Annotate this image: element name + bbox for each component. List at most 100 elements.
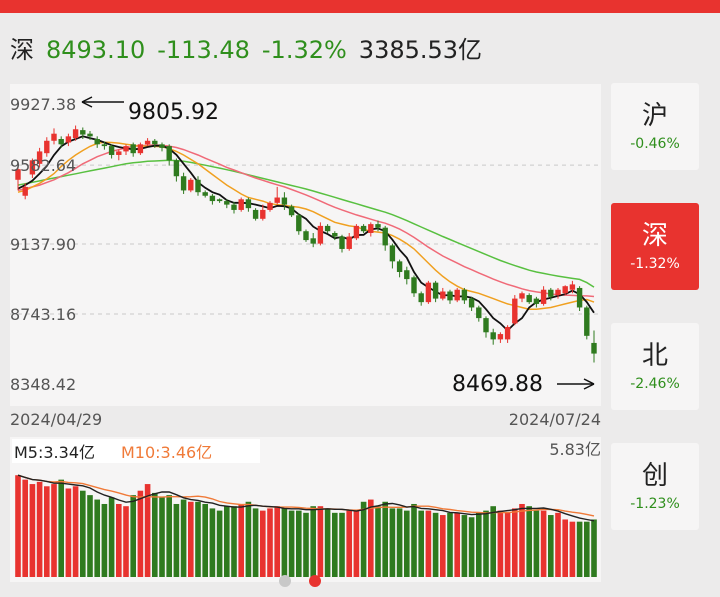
candle [180,172,187,194]
volume-bar [252,508,259,577]
candle-body [231,204,237,210]
tab-change: -2.46% [630,375,680,392]
candle-body [576,287,583,308]
candle-body [137,144,144,154]
candle-body [591,342,597,354]
page-dot-2[interactable] [309,575,321,587]
candle-body [396,261,403,273]
x-label-start: 2024/04/29 [10,410,102,429]
candle-body [368,224,374,233]
volume-bar [180,499,187,577]
volume-bar [368,499,374,577]
candle-body [173,160,180,177]
tab-shenzhen[interactable]: 深 -1.32% [611,203,699,290]
candle [432,280,439,303]
candle [152,139,158,148]
volume-bar [533,510,540,577]
tab-label: 创 [641,460,668,491]
candle-body [216,199,223,202]
kline-chart[interactable]: 9927.38 9582.64 9137.90 8743.16 8348.42 9805… [0,80,605,597]
candle-body [555,289,561,296]
candle [461,287,468,304]
volume-bar [425,510,432,577]
candle-body [123,146,129,152]
candle-body [476,307,482,319]
candle [44,137,50,157]
volume-bar [346,510,352,577]
candle [346,232,352,251]
candle [353,224,360,241]
candle-body [209,195,216,202]
candle-body [159,144,165,148]
tab-shanghai[interactable]: 沪 -0.46% [611,83,699,170]
y-tick-label: 9137.90 [10,235,76,254]
candle [188,178,194,193]
candle [130,142,136,157]
volume-bar [389,508,396,577]
candle-body [296,215,302,232]
volume-bar [382,501,388,577]
candle-body [116,151,122,155]
candle [65,133,72,147]
candle-body [569,284,576,290]
candle-body [188,179,194,191]
volume-bar [454,512,460,577]
candle-body [468,298,475,308]
candle [584,305,590,340]
candle [310,232,316,248]
volume-bar [281,508,288,577]
candle [548,287,554,301]
volume-bar [137,490,144,577]
candle [94,136,100,148]
candle [317,222,324,246]
volume-bar [576,521,583,577]
candle [87,131,93,140]
candle [216,198,223,203]
candle [195,176,201,196]
candle-body [317,225,324,244]
candle-body [58,139,64,145]
tab-beijing[interactable]: 北 -2.46% [611,323,699,410]
y-tick-label: 9927.38 [10,95,76,114]
volume-bar [483,510,489,577]
volume-bar [512,508,518,577]
volume-bar [260,510,266,577]
index-change: -113.48 [157,36,250,64]
candle-body [51,133,57,141]
volume-bar [411,503,417,577]
volume-bar [418,510,424,577]
y-tick-label: 8348.42 [10,375,76,394]
candle [51,128,57,145]
volume-bar [288,510,295,577]
volume-bar [123,506,129,577]
candle-body [22,186,28,196]
candle-body [548,289,554,297]
candle-body [267,202,273,210]
volume-bar [108,497,115,577]
candle [137,142,144,155]
volume-legend-m10: M10:3.46亿 [121,443,212,462]
y-tick-label: 8743.16 [10,305,76,324]
candle [483,316,489,338]
candle [375,220,381,232]
x-label-end: 2024/07/24 [509,410,601,429]
candle [332,231,338,241]
index-turnover: 3385.53亿 [358,36,483,64]
volume-bar [130,495,136,577]
volume-bar [15,475,21,577]
volume-bar [360,501,367,577]
candle-body [425,282,432,303]
high-annotation-label: 9805.92 [128,100,219,125]
candle-body [29,160,36,175]
candle-body [440,291,446,299]
tab-chinext[interactable]: 创 -1.23% [611,443,699,530]
candle-body [353,225,360,239]
volume-bar [216,510,223,577]
volume-bar [274,506,280,577]
candle [36,147,43,168]
page-dot-1[interactable] [279,575,291,587]
candle [274,186,280,205]
volume-bar [519,503,525,577]
candle [224,199,230,209]
candle-body [461,289,468,301]
